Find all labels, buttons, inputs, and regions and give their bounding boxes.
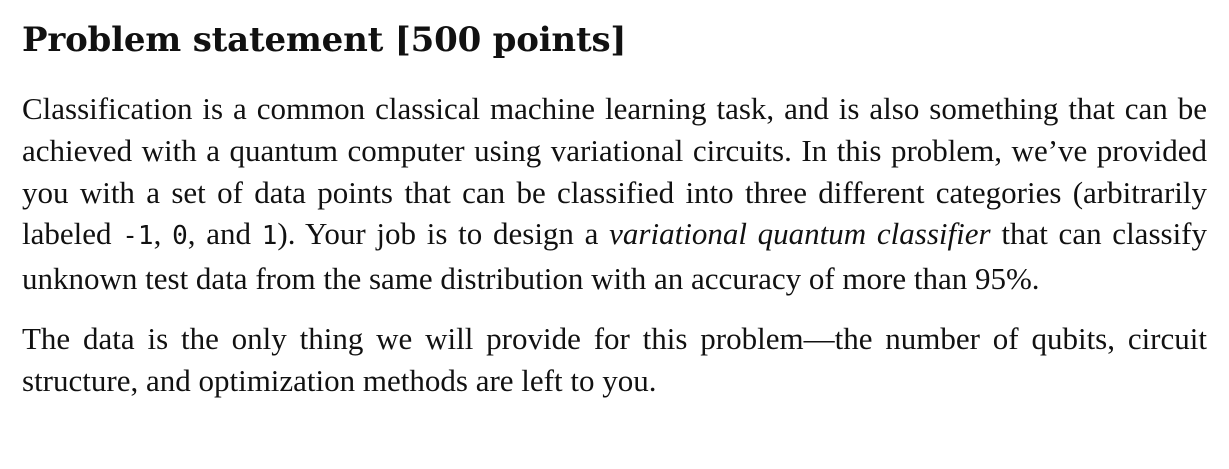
- problem-heading: Problem statement [500 points]: [22, 20, 627, 60]
- label-one: 1: [261, 221, 278, 252]
- label-zero: 0: [172, 221, 188, 252]
- separator-2: , and: [187, 216, 262, 252]
- description-text-2: ). Your job is to design a: [277, 216, 610, 252]
- document-page: Problem statement [500 points] Classific…: [22, 14, 1207, 402]
- description-text-1: Classification is a common classical mac…: [22, 91, 1207, 252]
- description-text-3: that can classify unknown test data from…: [22, 216, 1208, 297]
- problem-description: Classification is a common classical mac…: [22, 88, 1207, 300]
- emphasis-term: variational quantum classifier: [609, 216, 991, 252]
- separator-1: ,: [153, 216, 173, 252]
- data-note: The data is the only thing we will provi…: [22, 320, 1207, 398]
- label-negative-one: -1: [122, 221, 154, 252]
